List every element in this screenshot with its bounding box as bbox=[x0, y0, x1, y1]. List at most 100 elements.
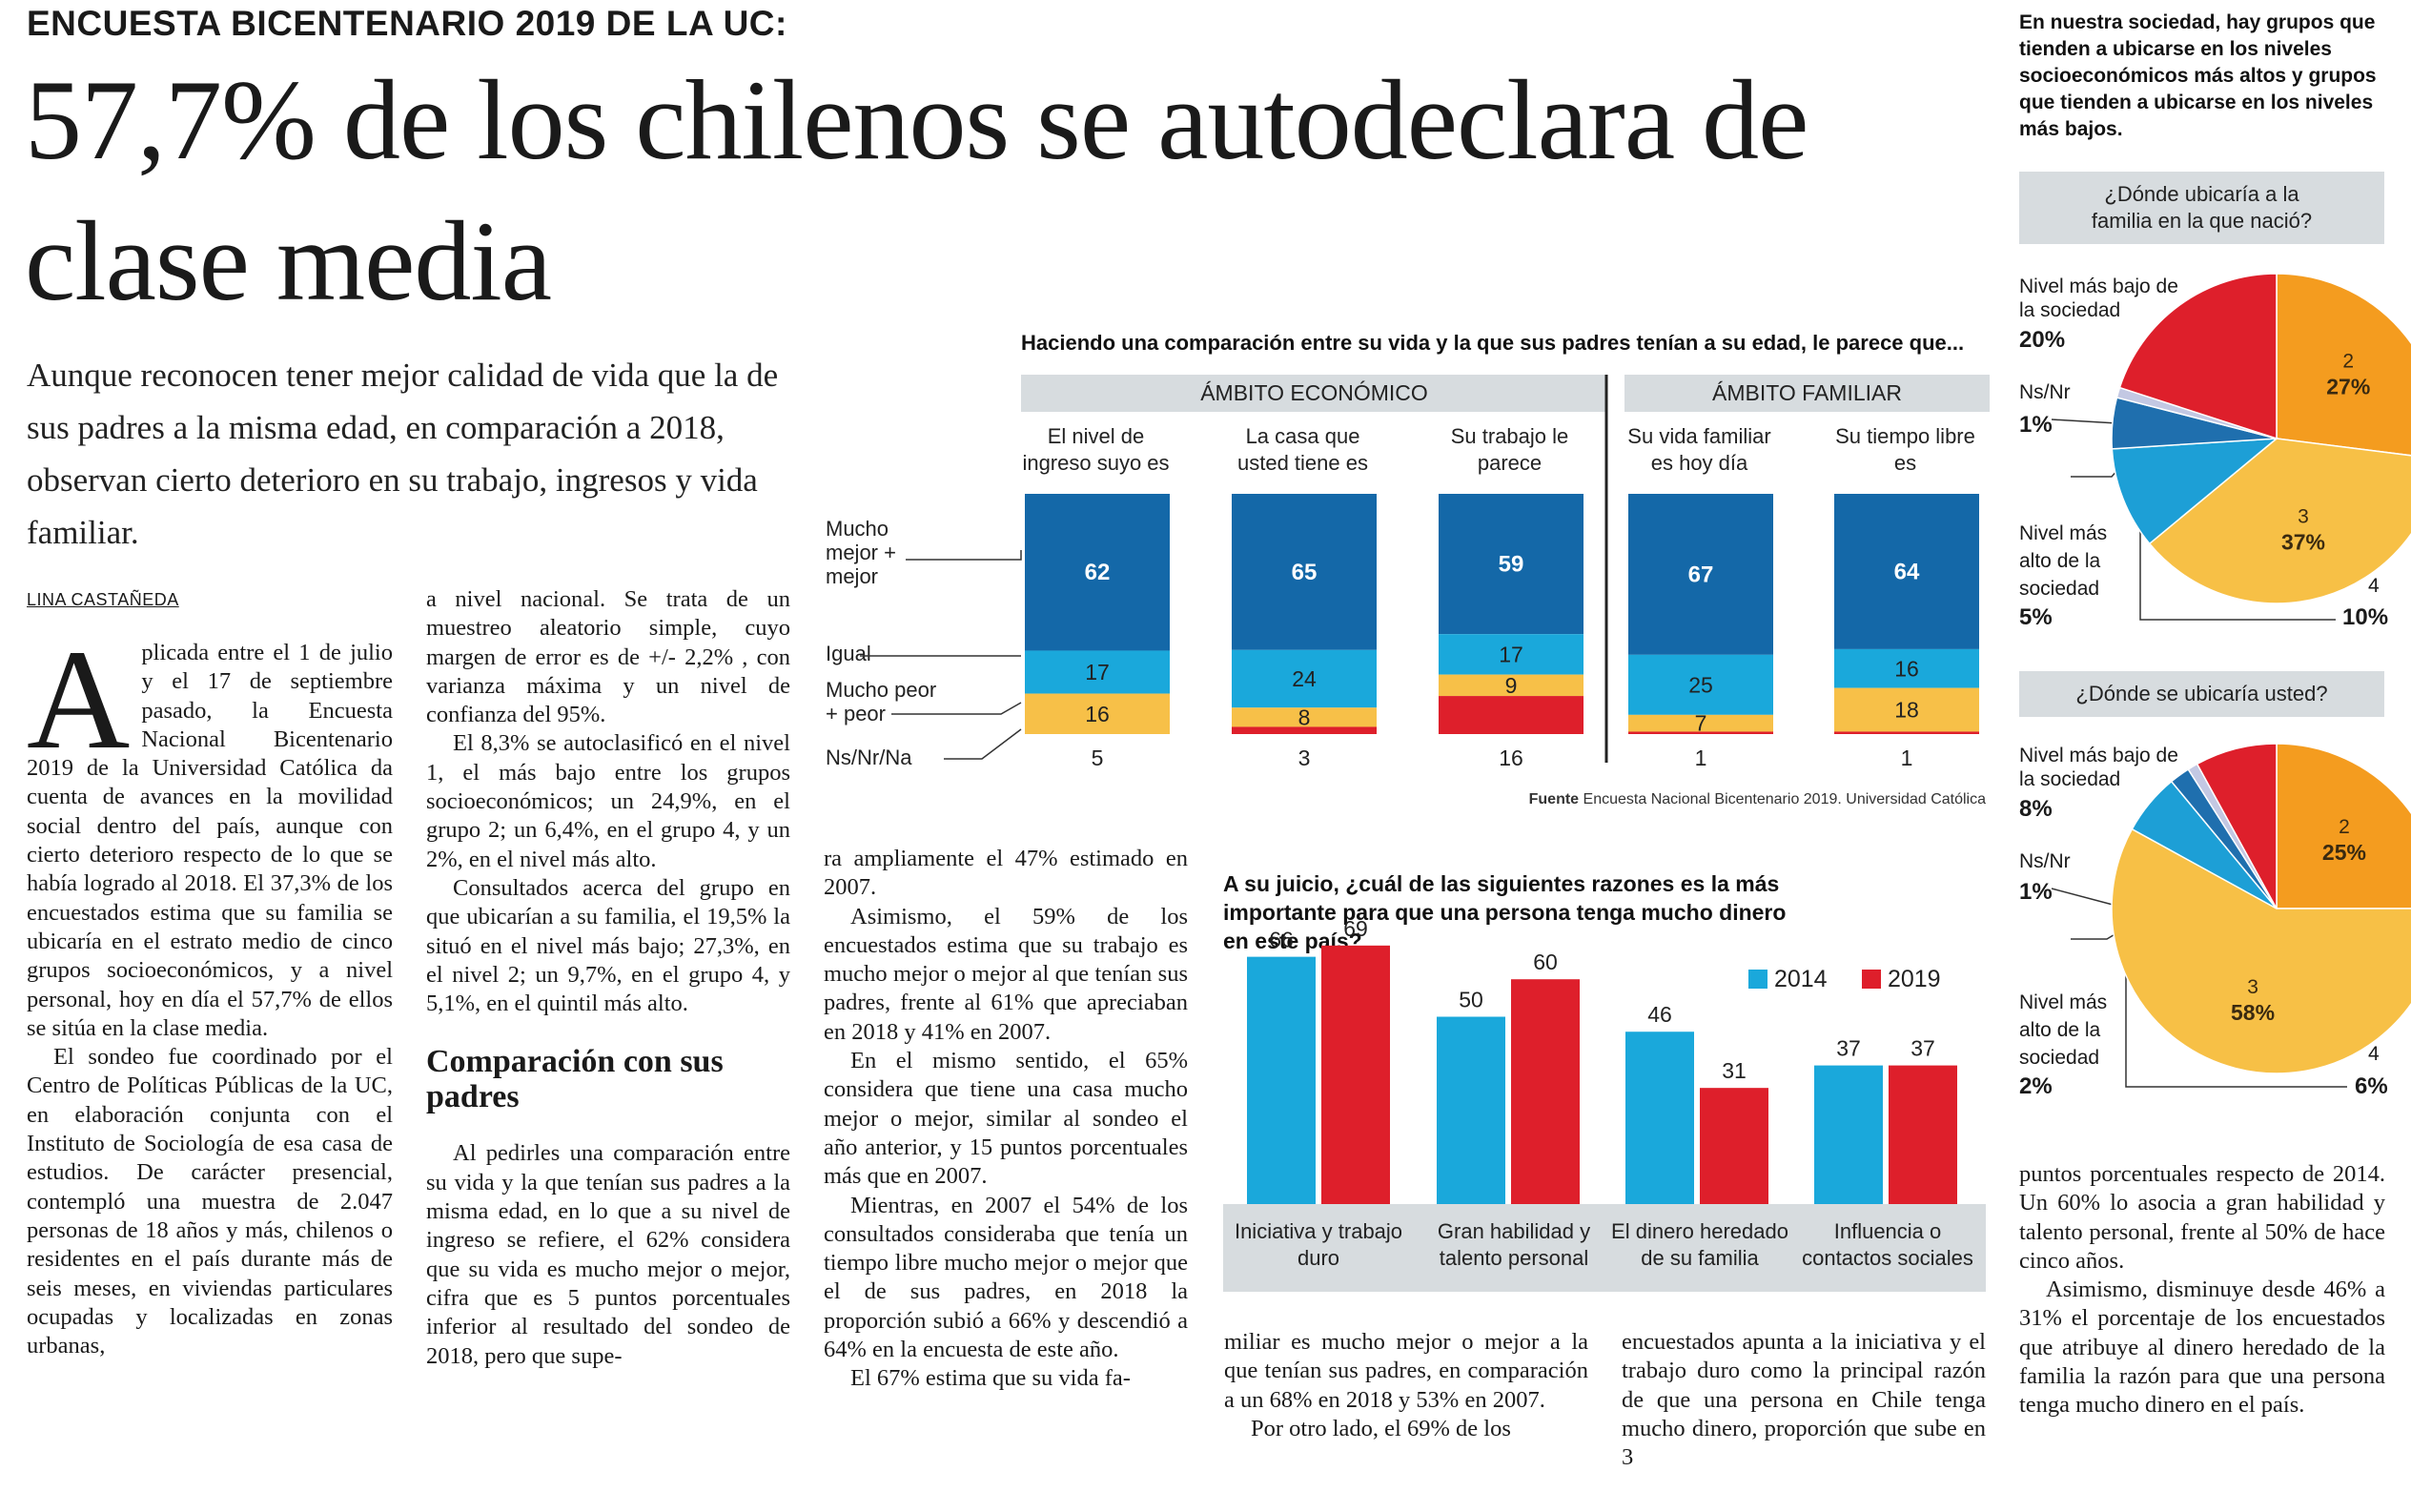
category-label: El dinero heredado de su familia bbox=[1611, 1219, 1788, 1270]
stacked-bar-value: 67 bbox=[1688, 562, 1714, 587]
pie1-label-nsnr: Ns/Nr bbox=[2019, 381, 2071, 403]
legend-label-same: Igual bbox=[826, 642, 871, 665]
legend-leader-lines bbox=[860, 550, 1022, 760]
pie-slice-value: 37% bbox=[2281, 529, 2325, 554]
stacked-bar-value: 65 bbox=[1292, 560, 1318, 585]
pie1-label-alto: Nivel más alto de la sociedad bbox=[2019, 522, 2108, 600]
legend-2019: 2019 bbox=[1862, 966, 1941, 993]
stacked-bar-value: 17 bbox=[1085, 660, 1110, 684]
stacked-bar-value: 16 bbox=[1085, 702, 1110, 726]
reason-bar-value: 46 bbox=[1647, 1002, 1672, 1027]
pie-slice bbox=[2276, 273, 2411, 457]
headline: 57,7% de los chilenos se autodeclara de … bbox=[25, 56, 1808, 324]
pie1-value-nsnr: 1% bbox=[2019, 412, 2053, 438]
pie-slice-label: 2 bbox=[2339, 816, 2350, 838]
stacked-bar-segment bbox=[1232, 649, 1377, 708]
reason-bar-value: 31 bbox=[1722, 1058, 1747, 1083]
stacked-bar-segment bbox=[1628, 654, 1773, 715]
stacked-bar-segment bbox=[1834, 731, 1979, 734]
stacked-bar-value: 62 bbox=[1085, 560, 1111, 585]
reason-bar-value: 37 bbox=[1910, 1036, 1935, 1061]
pie2-value-four: 6% bbox=[2355, 1073, 2388, 1099]
stacked-bar-segment bbox=[1439, 634, 1583, 675]
legend-label-worse: Mucho peor + peor bbox=[826, 678, 937, 725]
category-label: La casa que usted tiene es bbox=[1237, 424, 1368, 475]
pie-slice bbox=[2148, 438, 2411, 604]
stacked-bar-segment bbox=[1232, 494, 1377, 650]
nsnr-value: 1 bbox=[1901, 746, 1913, 770]
pie-slice bbox=[2196, 743, 2278, 909]
pie2-title-band: ¿Dónde se ubicaría usted? bbox=[2019, 671, 2384, 717]
pie1-value-four: 10% bbox=[2342, 604, 2389, 630]
stacked-bar-value: 16 bbox=[1894, 656, 1919, 681]
stacked-bar-segment bbox=[1628, 731, 1773, 734]
paragraph: puntos porcentuales respecto de 2014. Un… bbox=[2019, 1161, 2385, 1274]
stacked-bar-value: 8 bbox=[1298, 705, 1311, 729]
category-label: Su trabajo le parece bbox=[1450, 424, 1569, 475]
stacked-bar-value: 7 bbox=[1695, 711, 1707, 736]
reason-bar bbox=[1511, 979, 1580, 1204]
paragraph: El 67% estima que su vida fa- bbox=[850, 1365, 1131, 1392]
paragraph: Al pedirles una comparación entre su vid… bbox=[426, 1140, 790, 1369]
legend-swatch-2019 bbox=[1862, 970, 1881, 989]
pie2-label-four: 4 bbox=[2368, 1043, 2380, 1065]
section-subhead: Comparación con sus padres bbox=[426, 1044, 724, 1115]
reasons-category-band bbox=[1223, 1204, 1986, 1292]
reason-bar-value: 50 bbox=[1459, 988, 1483, 1012]
pie2-title: ¿Dónde se ubicaría usted? bbox=[2075, 682, 2328, 705]
category-label: Gran habilidad y talento personal bbox=[1437, 1219, 1591, 1270]
pie2-value-bajo: 8% bbox=[2019, 796, 2053, 822]
paragraph: En el mismo sentido, el 65% considera qu… bbox=[824, 1048, 1188, 1190]
text-column-1: A plicada entre el 1 de julio y el 17 de… bbox=[27, 628, 393, 1360]
paragraph: miliar es mucho mejor o mejor a la que t… bbox=[1224, 1329, 1588, 1413]
pie-slice bbox=[2111, 828, 2411, 1074]
pie-slice-label: 3 bbox=[2298, 505, 2309, 527]
category-label: Influencia o contactos sociales bbox=[1802, 1219, 1973, 1270]
legend-2014: 2014 bbox=[1748, 966, 1828, 993]
pie-slice bbox=[2276, 743, 2411, 909]
paragraph: Por otro lado, el 69% de los bbox=[1251, 1415, 1511, 1441]
legend-swatch-2014 bbox=[1748, 970, 1767, 989]
source-label: Fuente bbox=[1528, 791, 1580, 807]
legend-label-nsnr: Ns/Nr/Na bbox=[826, 746, 912, 769]
pie2-value-nsnr: 1% bbox=[2019, 879, 2053, 905]
reason-bar bbox=[1625, 1032, 1694, 1204]
pie2-value-alto: 2% bbox=[2019, 1073, 2053, 1099]
text-column-4: miliar es mucho mejor o mejor a la que t… bbox=[1224, 1328, 1588, 1443]
stacked-bar-value: 25 bbox=[1688, 672, 1713, 697]
pies-intro: En nuestra sociedad, hay grupos que tien… bbox=[2019, 11, 2377, 140]
stacked-bar-segment bbox=[1439, 494, 1583, 635]
paragraph: Mientras, en 2007 el 54% de los consulta… bbox=[824, 1192, 1188, 1363]
reasons-chart-title: A su juicio, ¿cuál de las siguientes raz… bbox=[1223, 871, 1787, 953]
pie-slice-value: 25% bbox=[2322, 840, 2366, 865]
source-text: Encuesta Nacional Bicentenario 2019. Uni… bbox=[1583, 791, 1986, 807]
reason-bar bbox=[1700, 1088, 1768, 1204]
pie-slice-value: 27% bbox=[2326, 375, 2370, 399]
stacked-bar-segment bbox=[1628, 494, 1773, 655]
stacked-bar-segment bbox=[1025, 494, 1170, 651]
category-label: Su vida familiar es hoy día bbox=[1627, 424, 1771, 475]
paragraph: ra ampliamente el 47% estimado en 2007. bbox=[824, 846, 1188, 901]
text-column-6: puntos porcentuales respecto de 2014. Un… bbox=[2019, 1160, 2385, 1420]
category-label: El nivel de ingreso suyo es bbox=[1022, 424, 1170, 475]
stacked-bar-segment bbox=[1439, 696, 1583, 734]
pie-slice bbox=[2111, 438, 2279, 545]
stacked-bar-segment bbox=[1834, 494, 1979, 649]
pie-slice-label: 3 bbox=[2247, 976, 2258, 998]
category-label: Iniciativa y trabajo duro bbox=[1234, 1219, 1403, 1270]
paragraph: a nivel nacional. Se trata de un muestre… bbox=[426, 586, 790, 728]
chart-source: Fuente Encuesta Nacional Bicentenario 20… bbox=[1500, 791, 1986, 808]
byline: LINA CASTAÑEDA bbox=[27, 590, 179, 609]
pie2-label-alto: Nivel más alto de la sociedad bbox=[2019, 991, 2108, 1069]
paragraph: plicada entre el 1 de julio y el 17 de s… bbox=[27, 640, 393, 1041]
paragraph: Asimismo, disminuye desde 46% a 31% el p… bbox=[2019, 1277, 2385, 1419]
reason-bar bbox=[1321, 945, 1390, 1204]
text-column-2: a nivel nacional. Se trata de un muestre… bbox=[426, 585, 790, 1371]
stacked-bar-value: 64 bbox=[1894, 559, 1920, 584]
stacked-bar-segment bbox=[1834, 687, 1979, 732]
nsnr-value: 3 bbox=[1298, 746, 1311, 770]
pie1-title-band: ¿Dónde ubicaría a la familia en la que n… bbox=[2019, 172, 2384, 244]
stacked-bar-segment bbox=[1232, 726, 1377, 734]
pie1-value-alto: 5% bbox=[2019, 604, 2053, 630]
